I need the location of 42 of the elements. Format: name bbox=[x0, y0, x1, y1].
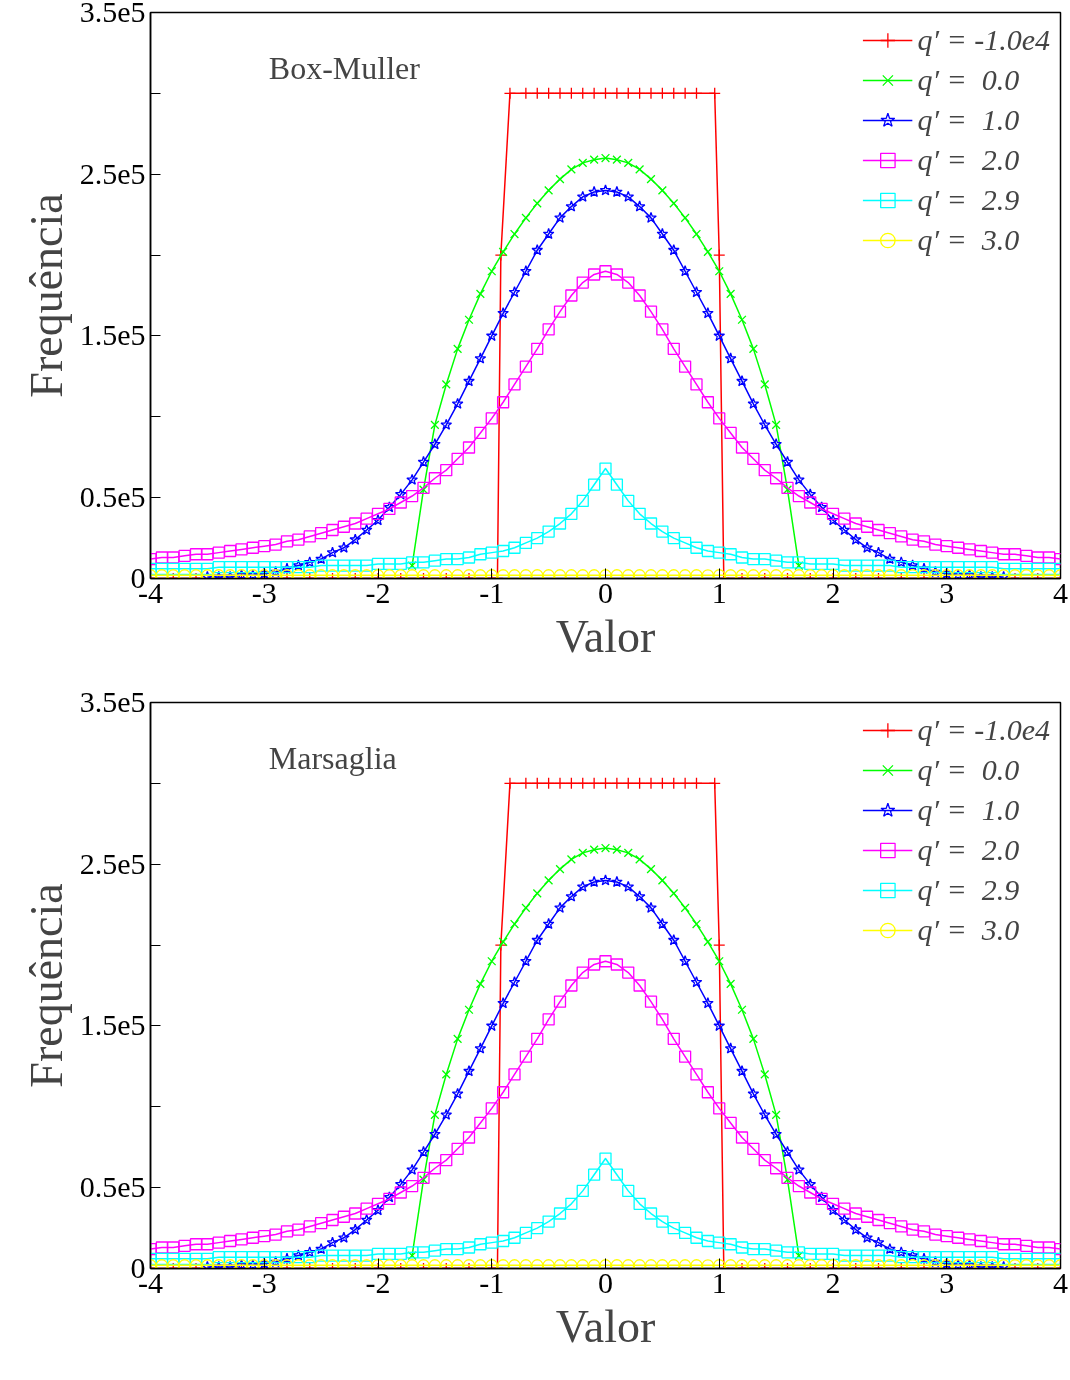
x-tick-label: -1 bbox=[479, 575, 505, 609]
x-tick-label: 2 bbox=[825, 1265, 841, 1299]
x-tick-label: 2 bbox=[825, 575, 841, 609]
legend-label: q′ = -1.0e4 bbox=[917, 22, 1050, 58]
x-tick-label: -2 bbox=[365, 1265, 391, 1299]
y-tick-label: 2.5e5 bbox=[79, 156, 146, 190]
legend-label: q′ = 3.0 bbox=[917, 912, 1020, 948]
legend-label: q′ = 0.0 bbox=[917, 62, 1020, 98]
x-tick-label: 4 bbox=[1053, 1265, 1068, 1299]
x-axis-title: Valor bbox=[555, 1300, 656, 1352]
y-axis-title: Frequência bbox=[20, 193, 72, 398]
x-axis-title: Valor bbox=[555, 610, 656, 662]
x-tick-label: 3 bbox=[939, 1265, 955, 1299]
y-tick-label: 3.5e5 bbox=[79, 685, 146, 718]
legend-label: q′ = 0.0 bbox=[917, 752, 1020, 788]
x-tick-label: -3 bbox=[251, 1265, 277, 1299]
legend-label: q′ = 2.9 bbox=[917, 182, 1020, 218]
legend-label: q′ = 2.0 bbox=[917, 832, 1020, 868]
y-tick-label: 1.5e5 bbox=[79, 1008, 146, 1042]
x-tick-label: -2 bbox=[365, 575, 391, 609]
y-tick-label: 2.5e5 bbox=[79, 846, 146, 880]
x-tick-label: 4 bbox=[1053, 575, 1068, 609]
x-tick-label: -1 bbox=[479, 1265, 505, 1299]
y-tick-label: 0.5e5 bbox=[79, 480, 146, 514]
y-tick-label: 3.5e5 bbox=[79, 0, 146, 28]
y-axis-title: Frequência bbox=[20, 883, 72, 1088]
legend-label: q′ = 3.0 bbox=[917, 222, 1020, 258]
annotation: Marsaglia bbox=[268, 740, 397, 777]
x-tick-label: -3 bbox=[251, 575, 277, 609]
x-tick-label: 1 bbox=[711, 575, 727, 609]
legend-label: q′ = 1.0 bbox=[917, 102, 1020, 138]
x-tick-label: 1 bbox=[711, 1265, 727, 1299]
y-tick-label: 0.5e5 bbox=[79, 1170, 146, 1204]
annotation: Box-Muller bbox=[268, 50, 421, 87]
legend-label: q′ = -1.0e4 bbox=[917, 712, 1050, 748]
x-tick-label: 0 bbox=[598, 575, 613, 609]
legend-label: q′ = 2.9 bbox=[917, 872, 1020, 908]
legend-label: q′ = 2.0 bbox=[917, 142, 1020, 178]
x-tick-label: 3 bbox=[939, 575, 955, 609]
legend-label: q′ = 1.0 bbox=[917, 792, 1020, 828]
y-tick-label: 1.5e5 bbox=[79, 318, 146, 352]
x-tick-label: 0 bbox=[598, 1265, 613, 1299]
